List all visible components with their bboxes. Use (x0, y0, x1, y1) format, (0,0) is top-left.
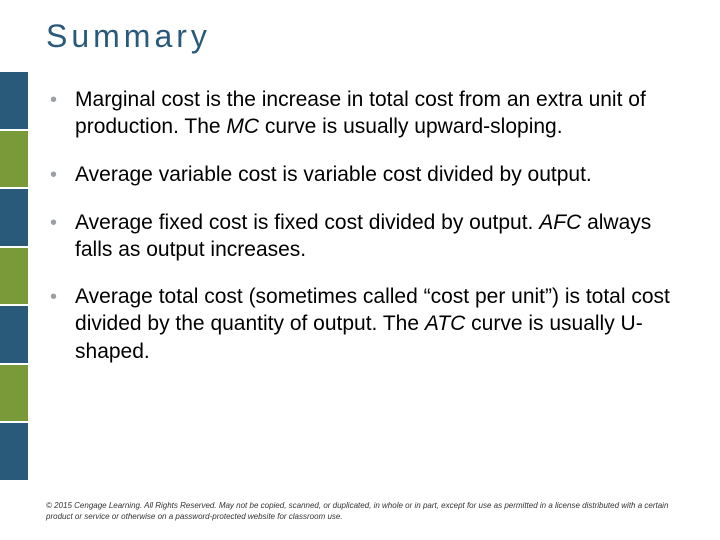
bullet-marker: • (50, 161, 57, 189)
bullet-list: • Marginal cost is the increase in total … (50, 86, 690, 365)
sidebar-block (0, 72, 28, 129)
bullet-marker: • (50, 209, 57, 237)
slide-content: • Marginal cost is the increase in total … (50, 86, 690, 385)
bullet-marker: • (50, 283, 57, 311)
bullet-item: • Average variable cost is variable cost … (50, 161, 690, 189)
bullet-text: Average total cost (sometimes called “co… (75, 283, 690, 365)
bullet-marker: • (50, 86, 57, 114)
sidebar-accent (0, 72, 28, 482)
bullet-item: • Average total cost (sometimes called “c… (50, 283, 690, 365)
sidebar-block (0, 365, 28, 422)
sidebar-block (0, 189, 28, 246)
bullet-item: • Average fixed cost is fixed cost divide… (50, 209, 690, 264)
slide-title: Summary (46, 18, 211, 55)
sidebar-block (0, 131, 28, 188)
bullet-item: • Marginal cost is the increase in total … (50, 86, 690, 141)
sidebar-block (0, 248, 28, 305)
sidebar-block (0, 306, 28, 363)
sidebar-block (0, 423, 28, 480)
bullet-text: Average fixed cost is fixed cost divided… (75, 209, 690, 264)
copyright-text: © 2015 Cengage Learning. All Rights Rese… (46, 501, 690, 522)
bullet-text: Average variable cost is variable cost d… (75, 161, 592, 188)
bullet-text: Marginal cost is the increase in total c… (75, 86, 690, 141)
